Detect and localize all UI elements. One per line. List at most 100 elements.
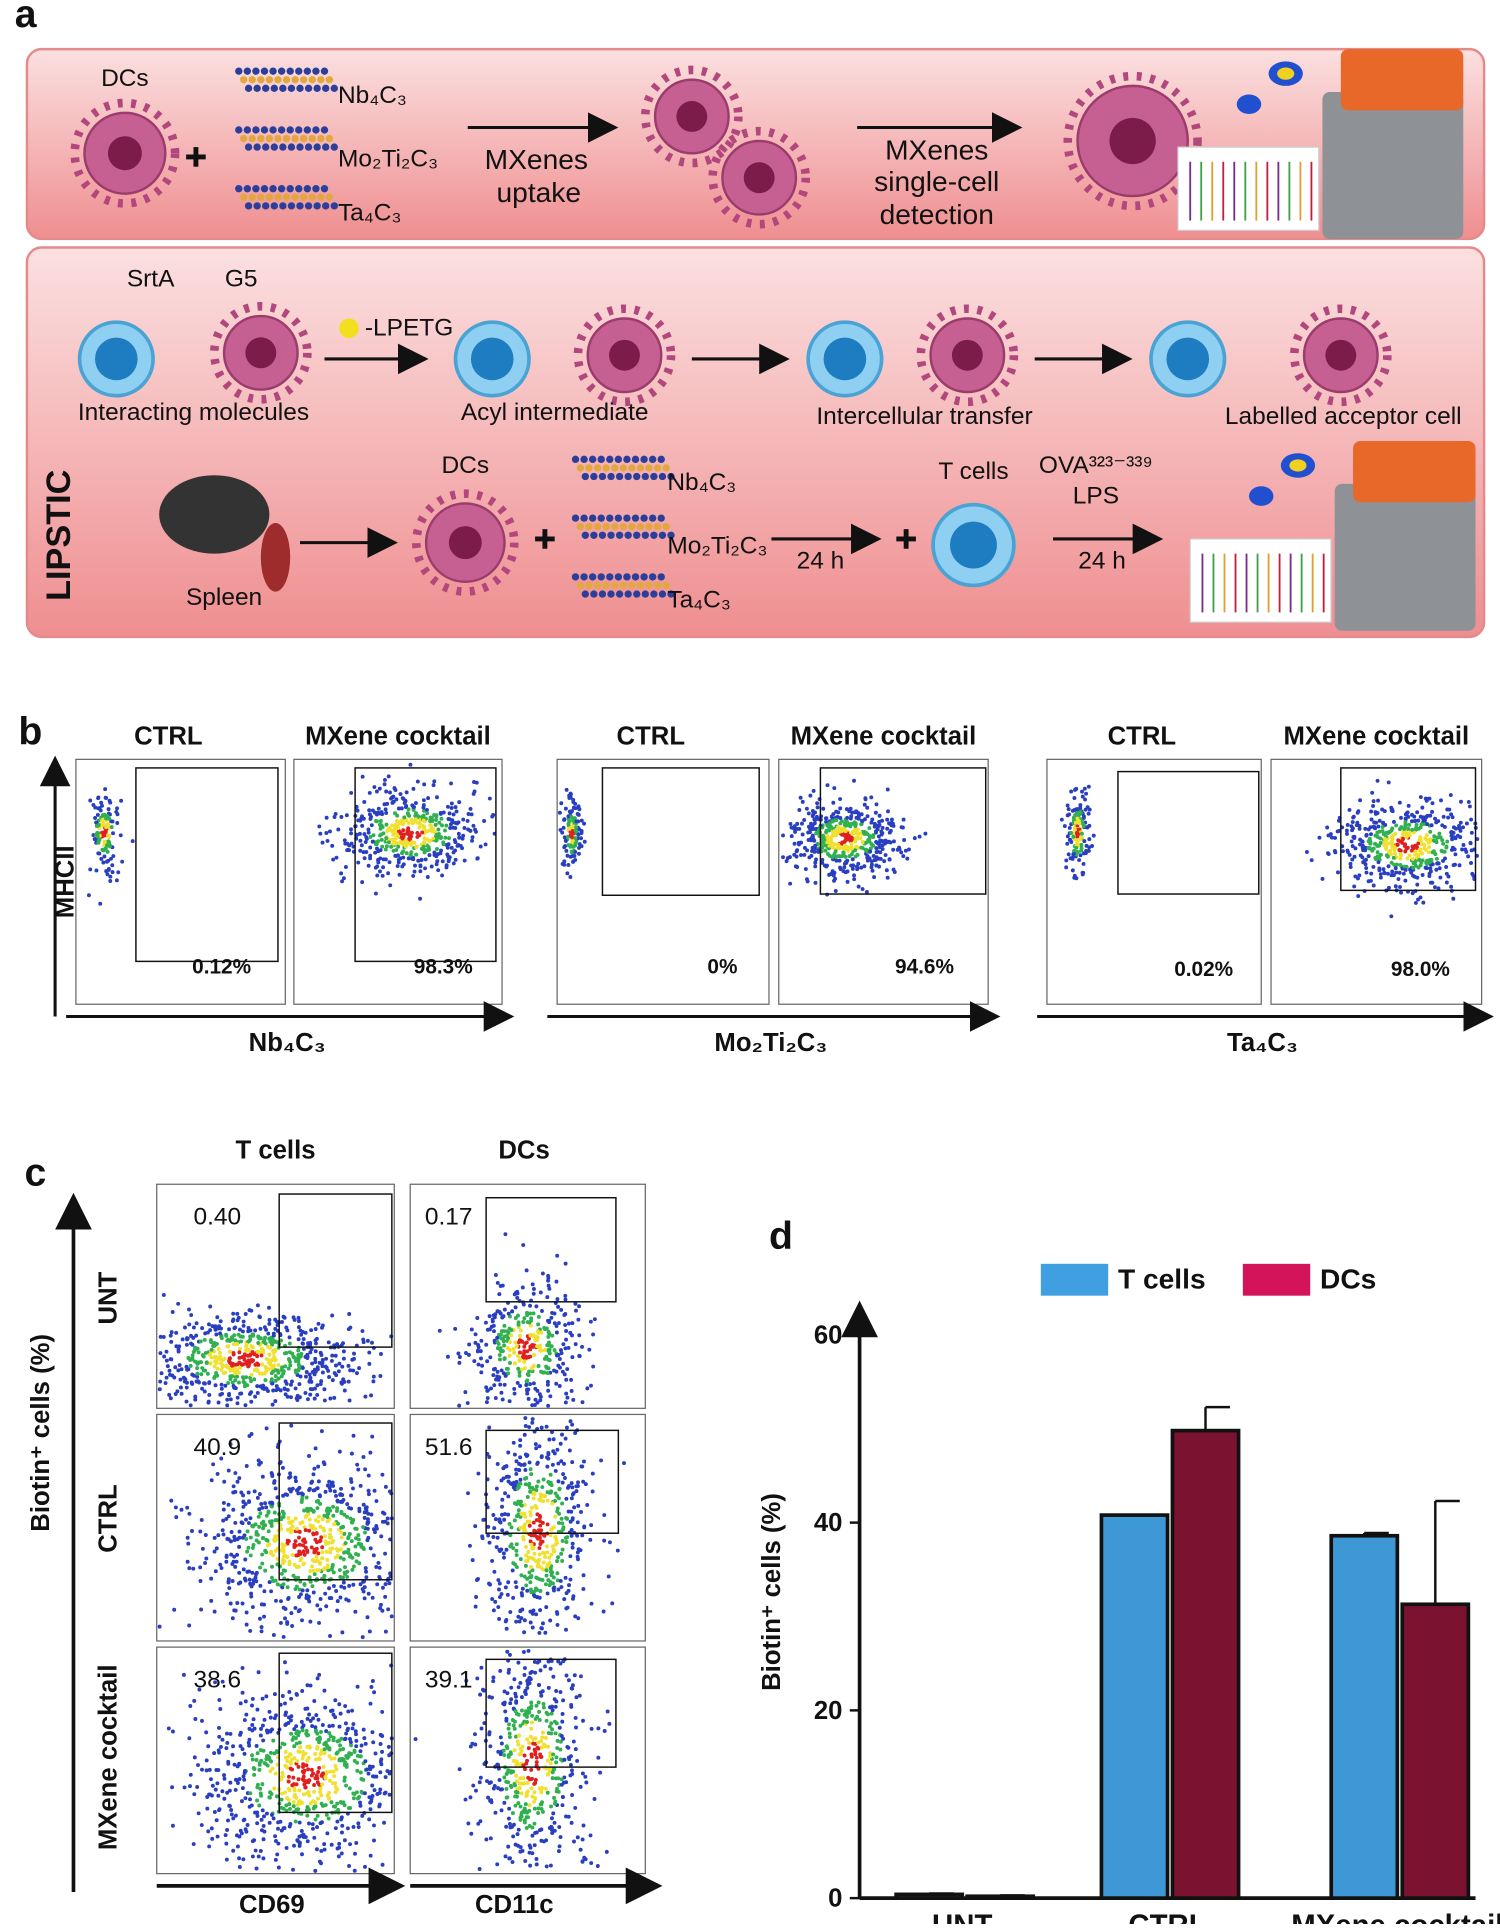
event-dot: [559, 1552, 563, 1556]
event-dot: [232, 1608, 236, 1612]
event-dot: [872, 875, 876, 879]
event-dot: [228, 1789, 232, 1793]
event-dot: [568, 1448, 572, 1452]
event-dot: [519, 1573, 523, 1577]
event-dot: [530, 1506, 534, 1510]
event-dot: [314, 1327, 318, 1331]
event-dot: [781, 833, 785, 837]
event-dot: [1435, 857, 1439, 861]
event-dot: [376, 811, 380, 815]
event-dot: [1376, 854, 1380, 858]
event-dot: [339, 815, 343, 819]
event-dot: [291, 1354, 295, 1358]
event-dot: [517, 1370, 521, 1374]
event-dot: [561, 1548, 565, 1552]
event-dot: [506, 1580, 510, 1584]
event-dot: [542, 1478, 546, 1482]
label: SrtA: [127, 266, 175, 293]
event-dot: [275, 1384, 279, 1388]
event-dot: [435, 838, 439, 842]
event-dot: [448, 811, 452, 815]
atom: [624, 532, 631, 539]
event-dot: [158, 1380, 162, 1384]
event-dot: [506, 1475, 510, 1479]
atom: [650, 590, 657, 597]
event-dot: [380, 1473, 384, 1477]
event-dot: [301, 1549, 305, 1553]
event-dot: [325, 1550, 329, 1554]
event-dot: [544, 1582, 548, 1586]
atom: [649, 514, 656, 521]
event-dot: [203, 1338, 207, 1342]
event-dot: [479, 1370, 483, 1374]
event-dot: [362, 800, 366, 804]
instrument: [1341, 49, 1463, 110]
event-dot: [426, 796, 430, 800]
event-dot: [540, 1485, 544, 1489]
event-dot: [225, 1339, 229, 1343]
event-dot: [484, 1343, 488, 1347]
event-dot: [320, 1429, 324, 1433]
event-dot: [214, 1768, 218, 1772]
event-dot: [315, 1540, 319, 1544]
event-dot: [556, 1364, 560, 1368]
event-dot: [331, 1505, 335, 1509]
event-dot: [189, 1313, 193, 1317]
event-dot: [339, 1575, 343, 1579]
event-dot: [506, 1346, 510, 1350]
event-dot: [923, 832, 927, 836]
event-dot: [231, 1744, 235, 1748]
event-dot: [548, 1583, 552, 1587]
event-dot: [1372, 884, 1376, 888]
event-dot: [479, 1356, 483, 1360]
event-dot: [273, 1511, 277, 1515]
event-dot: [237, 1356, 241, 1360]
event-dot: [225, 1592, 229, 1596]
event-dot: [576, 1484, 580, 1488]
event-dot: [579, 1510, 583, 1514]
event-dot: [256, 1783, 260, 1787]
atom: [594, 464, 601, 471]
event-dot: [1417, 858, 1421, 862]
event-dot: [252, 1578, 256, 1582]
event-dot: [557, 1479, 561, 1483]
atom: [317, 194, 324, 201]
event-dot: [247, 1521, 251, 1525]
event-dot: [275, 1320, 279, 1324]
event-dot: [809, 822, 813, 826]
event-dot: [282, 1582, 286, 1586]
event-dot: [543, 1555, 547, 1559]
event-dot: [359, 1484, 363, 1488]
event-dot: [200, 1326, 204, 1330]
event-dot: [179, 1385, 183, 1389]
event-dot: [260, 1362, 264, 1366]
event-dot: [219, 1319, 223, 1323]
event-dot: [195, 1321, 199, 1325]
event-dot: [262, 1615, 266, 1619]
event-dot: [325, 1509, 329, 1513]
event-dot: [104, 825, 108, 829]
event-dot: [406, 813, 410, 817]
event-dot: [285, 1382, 289, 1386]
event-dot: [585, 1503, 589, 1507]
event-dot: [104, 869, 108, 873]
event-dot: [414, 845, 418, 849]
event-dot: [396, 864, 400, 868]
event-dot: [539, 1626, 543, 1630]
event-dot: [187, 1736, 191, 1740]
event-dot: [858, 836, 862, 840]
event-dot: [363, 1596, 367, 1600]
event-dot: [1383, 840, 1387, 844]
event-dot: [492, 1383, 496, 1387]
event-dot: [265, 1426, 269, 1430]
event-dot: [514, 1580, 518, 1584]
event-dot: [359, 1777, 363, 1781]
event-dot: [503, 1308, 507, 1312]
event-dot: [253, 1368, 257, 1372]
event-dot: [525, 1454, 529, 1458]
event-dot: [532, 1353, 536, 1357]
event-dot: [1414, 826, 1418, 830]
event-dot: [364, 1566, 368, 1570]
event-dot: [384, 823, 388, 827]
event-dot: [806, 879, 810, 883]
